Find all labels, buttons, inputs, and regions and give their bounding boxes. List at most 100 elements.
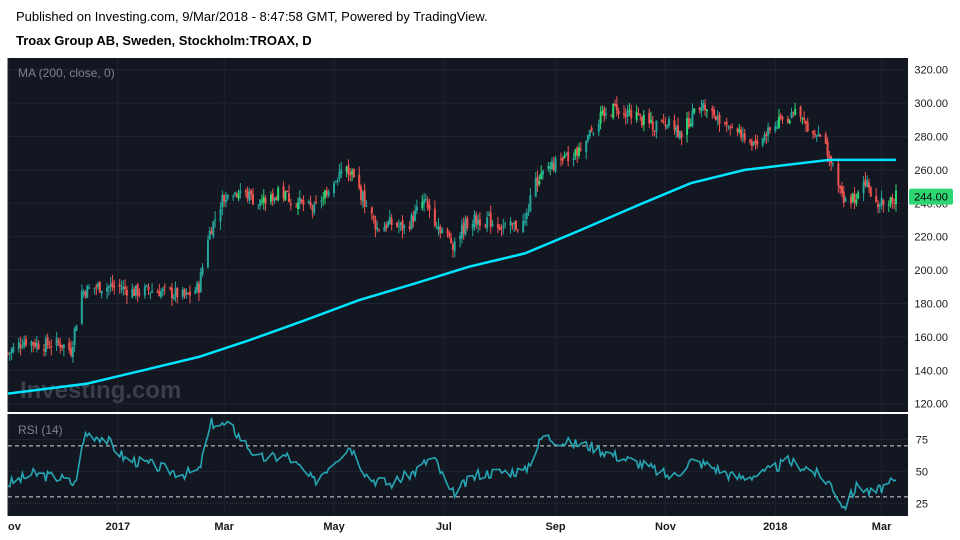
candle-body — [235, 194, 238, 197]
candle-body — [700, 107, 703, 112]
candle-body — [336, 180, 339, 182]
candle-body — [536, 176, 539, 186]
candle-body — [334, 181, 337, 183]
candle-body — [804, 120, 807, 124]
candle-body — [842, 191, 845, 203]
candle-body — [88, 287, 91, 289]
candle-body — [779, 115, 782, 118]
candle-body — [151, 290, 154, 293]
candle-body — [826, 141, 829, 156]
candle-body — [363, 190, 366, 207]
candle-body — [509, 220, 512, 226]
candle-body — [169, 287, 172, 289]
candle-body — [439, 226, 442, 234]
candle-body — [761, 138, 764, 146]
candle-body — [143, 286, 146, 296]
candle-body — [421, 201, 424, 209]
candle-body — [307, 201, 310, 203]
candle-body — [149, 292, 152, 294]
candle-body — [388, 216, 391, 225]
candle-body — [855, 199, 858, 204]
candle-body — [372, 216, 375, 219]
price-tick-label: 300.00 — [914, 98, 948, 110]
candle-body — [183, 289, 186, 296]
candle-body — [502, 225, 505, 228]
candle-body — [437, 225, 440, 230]
candle-body — [271, 193, 274, 202]
candle-body — [390, 218, 393, 225]
candle-body — [71, 346, 74, 357]
candle-body — [360, 186, 363, 200]
candle-body — [397, 225, 400, 227]
candle-body — [889, 197, 892, 205]
candle-body — [831, 163, 834, 165]
candle-body — [740, 129, 743, 138]
candle-body — [325, 190, 328, 195]
candle-body — [893, 202, 896, 204]
candle-body — [561, 157, 564, 161]
time-tick-label: 2017 — [106, 521, 130, 533]
candle-body — [736, 128, 739, 132]
candle-body — [711, 108, 714, 111]
candle-body — [197, 283, 200, 293]
candle-body — [563, 155, 566, 159]
candle-body — [460, 224, 463, 238]
price-axis: 120.00140.00160.00180.00200.00220.00240.… — [914, 65, 948, 411]
candle-body — [516, 229, 519, 231]
candle-body — [57, 340, 60, 343]
candle-body — [273, 197, 276, 201]
candle-body — [264, 198, 267, 204]
candle-body — [853, 193, 856, 203]
candle-body — [668, 118, 671, 126]
candle-body — [731, 126, 734, 128]
candle-body — [327, 191, 330, 196]
candle-body — [664, 124, 667, 127]
candle-body — [322, 198, 325, 200]
candle-body — [754, 140, 757, 143]
candle-body — [725, 121, 728, 125]
candle-body — [352, 168, 355, 178]
candle-body — [462, 222, 465, 234]
candle-body — [210, 230, 213, 235]
candle-body — [441, 229, 444, 234]
candle-body — [750, 141, 753, 147]
candle-body — [630, 110, 633, 118]
candle-body — [399, 222, 402, 225]
rsi-tick-label: 75 — [916, 435, 928, 447]
candle-body — [358, 174, 361, 189]
candle-body — [374, 219, 377, 230]
candle-body — [565, 153, 568, 155]
candle-body — [844, 198, 847, 202]
candle-body — [484, 224, 487, 227]
candle-body — [347, 165, 350, 174]
candle-body — [298, 197, 301, 204]
candle-body — [125, 289, 128, 296]
candle-body — [428, 205, 431, 211]
candle-body — [478, 219, 481, 226]
rsi-tick-label: 25 — [916, 498, 928, 510]
candle-body — [610, 115, 613, 117]
time-tick-label: Mar — [214, 521, 234, 533]
candle-body — [588, 130, 591, 137]
candle-body — [12, 347, 15, 352]
candle-body — [623, 113, 626, 115]
candle-body — [295, 206, 298, 208]
candle-body — [794, 108, 797, 115]
candle-body — [232, 196, 235, 198]
candle-body — [513, 222, 516, 225]
candle-body — [869, 187, 872, 197]
instrument-title: Troax Group AB, Sweden, Stockholm:TROAX,… — [16, 33, 312, 48]
candle-body — [592, 133, 595, 135]
candle-body — [224, 199, 227, 203]
candle-body — [414, 210, 417, 221]
rsi-line — [7, 417, 897, 511]
candle-body — [567, 151, 570, 162]
candle-body — [161, 288, 164, 292]
candle-body — [522, 221, 525, 233]
rsi-indicator-label: RSI (14) — [18, 423, 63, 437]
price-tick-label: 200.00 — [914, 265, 948, 277]
candle-body — [612, 104, 615, 118]
candle-body — [338, 171, 341, 179]
candle-body — [702, 102, 705, 109]
